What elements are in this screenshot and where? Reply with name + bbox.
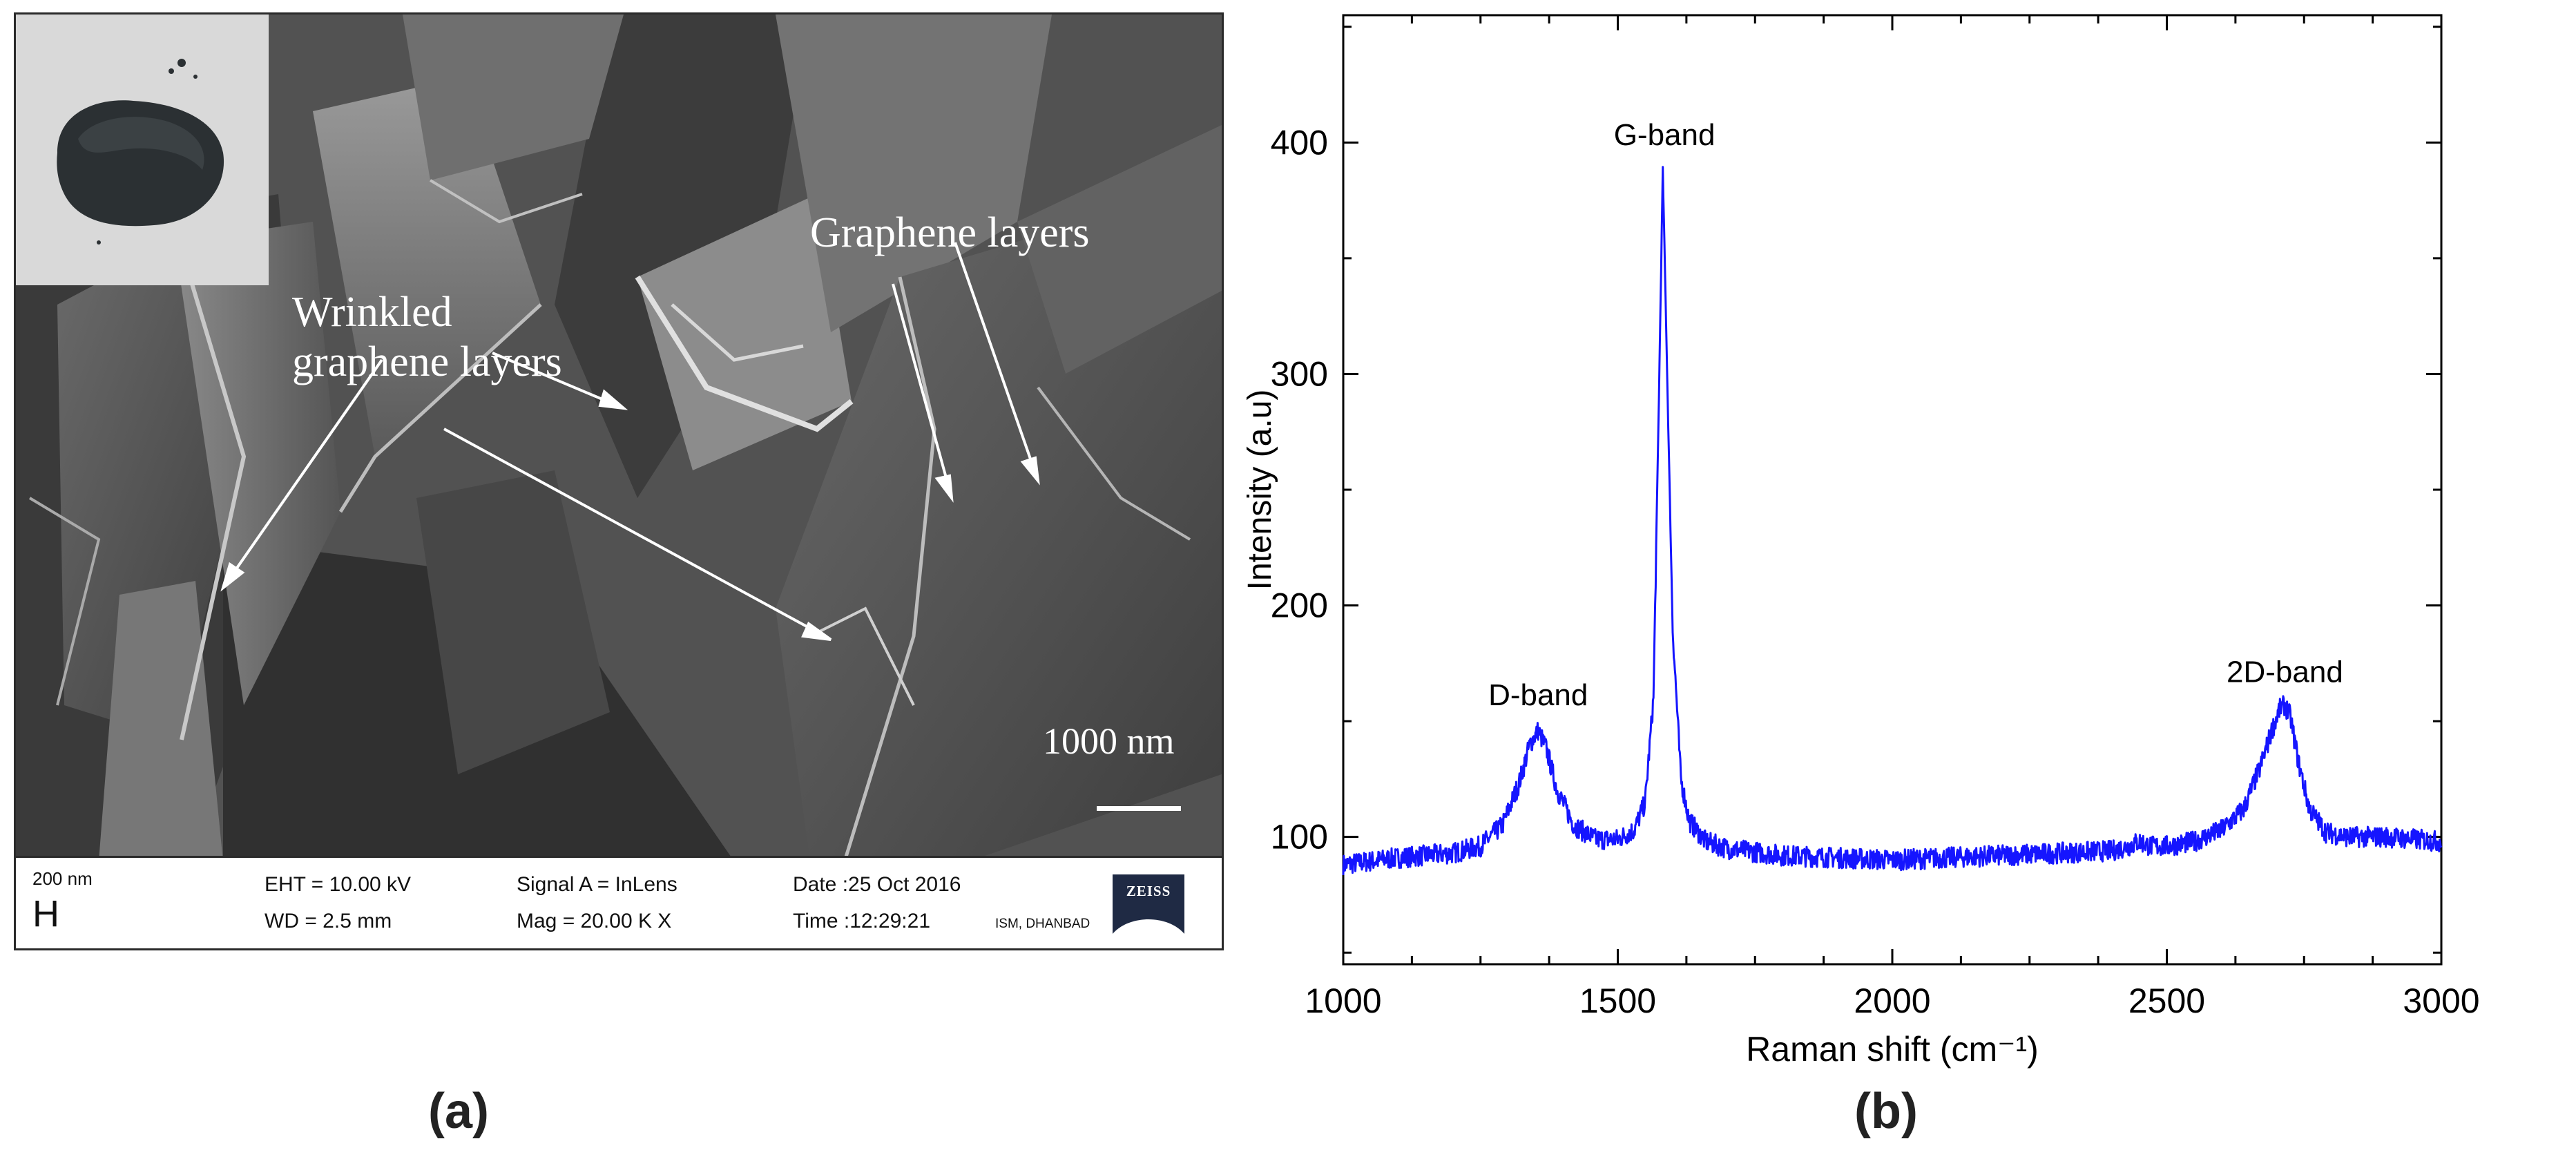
x-tick-label: 1500: [1579, 982, 1656, 1020]
date-value: Date :25 Oct 2016: [793, 873, 961, 896]
sem-micrograph: Wrinkled graphene layers Graphene layers…: [14, 12, 1224, 858]
signal-value: Signal A = InLens: [517, 873, 677, 896]
peak-label: G-band: [1614, 118, 1715, 152]
h-marker: H: [32, 893, 59, 935]
inset-powder-photo: [16, 15, 269, 285]
axis-tick-labels: 1000 1500 2000 2500 3000 100 200 300 400: [1271, 123, 2480, 1020]
sem-info-bar: 200 nm H EHT = 10.00 kV WD = 2.5 mm Sign…: [14, 858, 1224, 950]
y-axis-label: Intensity (a.u): [1242, 390, 1278, 591]
field-scale: 200 nm: [32, 868, 93, 889]
mag-value: Mag = 20.00 K X: [517, 910, 672, 932]
x-tick-label: 2500: [2128, 982, 2205, 1020]
zeiss-logo-text: ZEISS: [1126, 883, 1171, 899]
y-tick-label: 400: [1271, 123, 1328, 162]
panel-label-a: (a): [428, 1084, 489, 1139]
y-tick-label: 100: [1271, 818, 1328, 856]
x-tick-label: 1000: [1305, 982, 1381, 1020]
peak-label: 2D-band: [2227, 655, 2343, 689]
scale-bar-label: 1000 nm: [1043, 720, 1175, 762]
annotation-wrinkled-graphene: Wrinkled graphene layers: [292, 289, 562, 385]
axis-ticks: [1342, 15, 2443, 964]
annotation-graphene-layers: Graphene layers: [810, 209, 1090, 256]
series-line: [1342, 166, 2443, 876]
plot-frame: [1342, 14, 2443, 966]
x-axis-label: Raman shift (cm⁻¹): [1746, 1030, 2039, 1069]
y-tick-label: 200: [1271, 586, 1328, 625]
panel-label-b: (b): [1854, 1084, 1918, 1139]
x-tick-label: 2000: [1854, 982, 1930, 1020]
x-tick-label: 3000: [2403, 982, 2479, 1020]
time-value: Time :12:29:21: [793, 910, 930, 932]
institution-label: ISM, DHANBAD: [995, 917, 1090, 931]
peak-annotations: D-band G-band 2D-band: [1488, 118, 2343, 712]
scale-bar: [1097, 806, 1181, 811]
zeiss-logo: [1113, 874, 1184, 934]
raman-chart: 1000 1500 2000 2500 3000 100 200 300 400 D-band G…: [1242, 14, 2480, 1069]
peak-label: D-band: [1488, 678, 1588, 712]
eht-value: EHT = 10.00 kV: [265, 873, 412, 896]
wd-value: WD = 2.5 mm: [265, 910, 392, 932]
y-tick-label: 300: [1271, 354, 1328, 393]
sem-image: [16, 15, 1222, 856]
